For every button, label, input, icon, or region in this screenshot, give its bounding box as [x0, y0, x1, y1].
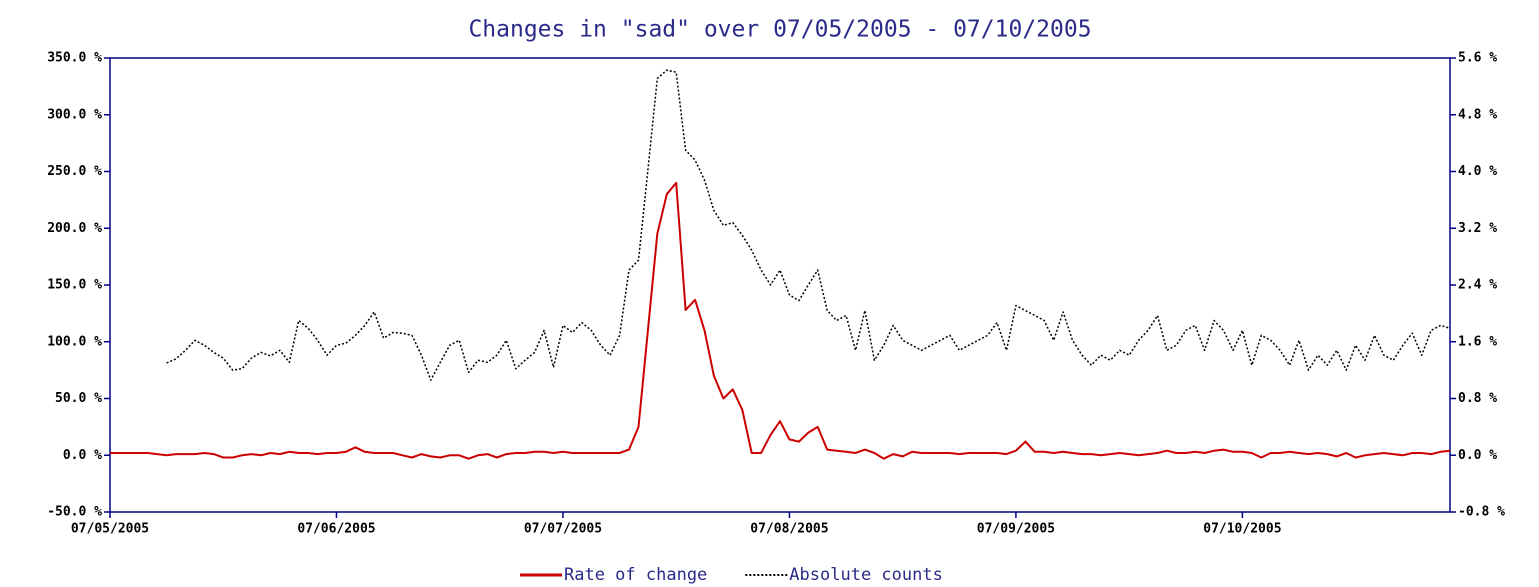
x-tick-label: 07/09/2005 [977, 522, 1055, 537]
x-tick-label: 07/06/2005 [297, 522, 375, 537]
legend-label: Rate of change [564, 565, 707, 585]
y2-tick-label: 5.6 % [1458, 51, 1497, 66]
chart-title: Changes in "sad" over 07/05/2005 - 07/10… [468, 17, 1091, 43]
y2-tick-label: 4.8 % [1458, 107, 1497, 122]
y-tick-label: 50.0 % [55, 391, 102, 406]
legend-label: Absolute counts [789, 565, 943, 585]
x-tick-label: 07/10/2005 [1203, 522, 1281, 537]
y2-tick-label: 0.8 % [1458, 391, 1497, 406]
x-tick-label: 07/05/2005 [71, 522, 149, 537]
y-tick-label: 0.0 % [63, 448, 102, 463]
y-tick-label: 350.0 % [47, 51, 102, 66]
y2-tick-label: 1.6 % [1458, 334, 1497, 349]
y2-tick-label: 3.2 % [1458, 221, 1497, 236]
y2-tick-label: 4.0 % [1458, 164, 1497, 179]
y2-tick-label: 2.4 % [1458, 278, 1497, 293]
y-tick-label: 250.0 % [47, 164, 102, 179]
series-line [110, 181, 1451, 460]
y2-tick-label: -0.8 % [1458, 505, 1505, 520]
x-tick-label: 07/07/2005 [524, 522, 602, 537]
y-tick-label: 150.0 % [47, 278, 102, 293]
plot-frame [109, 57, 1451, 513]
y-tick-label: 200.0 % [47, 221, 102, 236]
y2-tick-label: 0.0 % [1458, 448, 1497, 463]
y-tick-label: 300.0 % [47, 107, 102, 122]
y-tick-label: -50.0 % [47, 505, 102, 520]
x-tick-label: 07/08/2005 [750, 522, 828, 537]
series-line [166, 69, 1451, 381]
y-tick-label: 100.0 % [47, 334, 102, 349]
